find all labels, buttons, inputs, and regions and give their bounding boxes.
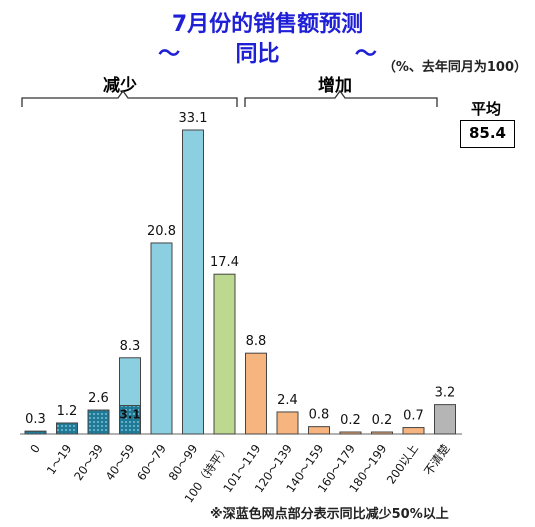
average-value-box: 85.4 — [460, 120, 515, 148]
subtitle-text: 同比 — [235, 42, 280, 67]
dotted-inner-label: 3.1 — [119, 408, 140, 422]
value-label-4: 20.8 — [147, 224, 176, 239]
value-label-13: 3.2 — [435, 386, 456, 401]
value-label-2: 2.6 — [88, 391, 109, 406]
subtitle-left-tilde: ～ — [158, 42, 181, 67]
bar-4 — [150, 242, 173, 435]
bar-5 — [182, 129, 204, 435]
average-label: 平均 — [471, 100, 502, 118]
value-label-10: 0.2 — [340, 413, 361, 428]
category-tick-4: 60～79 — [134, 442, 169, 483]
dotted-segment-0 — [24, 430, 47, 435]
bracket-decrease — [21, 89, 238, 107]
group-label-increase: 增加 — [318, 76, 352, 96]
chart-title: 7月份的销售额预测 — [171, 12, 364, 37]
bar-10 — [339, 431, 362, 435]
dotted-segment-1 — [56, 422, 78, 435]
dotted-segment-3 — [119, 405, 141, 435]
bar-8 — [276, 411, 299, 435]
value-label-5: 33.1 — [179, 111, 208, 126]
unit-note: （%、去年同月为100） — [382, 60, 527, 75]
chart-subtitle: ～ 同比 ～ — [0, 36, 535, 68]
category-tick-1: 1～19 — [44, 442, 75, 477]
category-tick-13: 不清楚 — [421, 441, 453, 478]
value-label-1: 1.2 — [57, 404, 78, 419]
subtitle-right-tilde: ～ — [354, 42, 377, 67]
group-label-decrease: 减少 — [103, 76, 137, 96]
bar-13 — [434, 404, 456, 435]
category-tick-2: 20～39 — [71, 442, 106, 483]
value-label-0: 0.3 — [25, 412, 46, 427]
bar-9 — [308, 426, 330, 435]
footnote: ※深蓝色网点部分表示同比减少50%以上 — [210, 507, 449, 522]
category-tick-3: 40～59 — [103, 442, 138, 483]
bar-6 — [213, 273, 236, 435]
value-label-3: 8.3 — [120, 339, 141, 354]
value-label-8: 2.4 — [277, 393, 298, 408]
bracket-increase — [244, 89, 438, 107]
bar-11 — [371, 431, 393, 435]
bar-7 — [245, 352, 267, 435]
category-tick-0: 0 — [27, 442, 43, 456]
value-label-7: 8.8 — [246, 334, 267, 349]
value-label-12: 0.7 — [403, 409, 424, 424]
value-label-6: 17.4 — [210, 255, 239, 270]
bar-12 — [402, 427, 425, 435]
dotted-segment-2 — [87, 409, 110, 435]
value-label-9: 0.8 — [309, 408, 330, 423]
value-label-11: 0.2 — [372, 413, 393, 428]
category-tick-12: 200以上 — [384, 442, 421, 487]
